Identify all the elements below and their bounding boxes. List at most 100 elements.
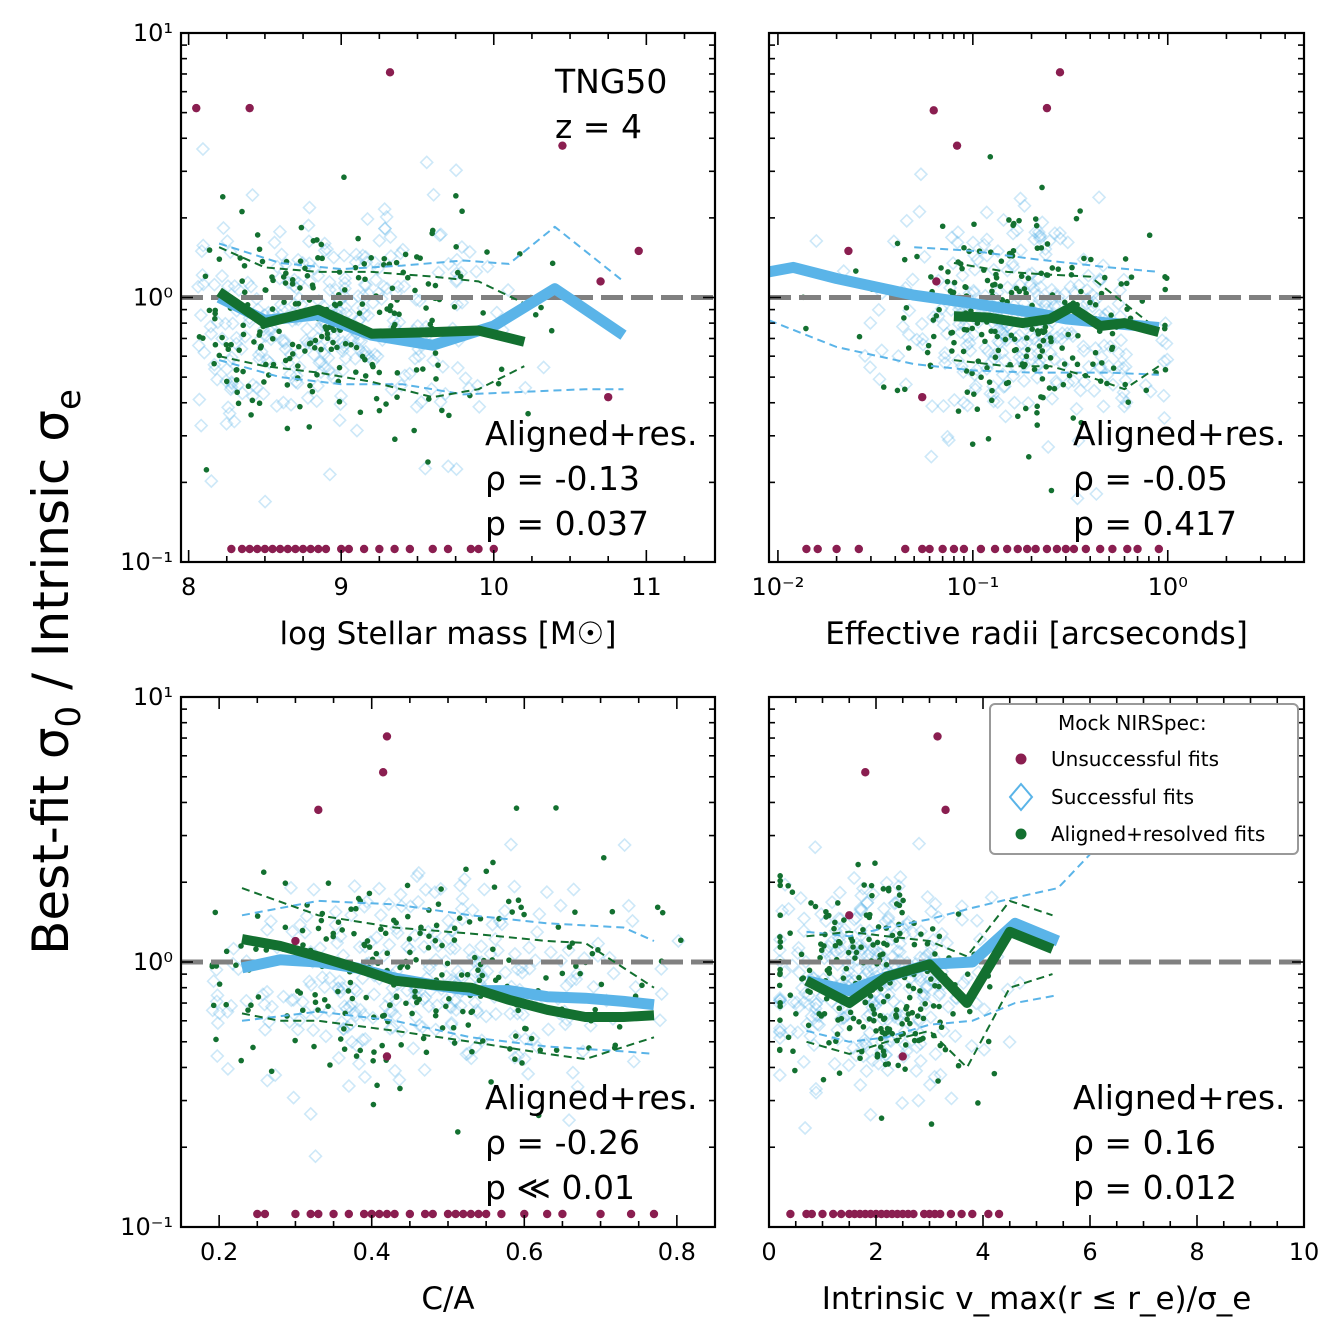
aligned-fit-point [292,1037,298,1044]
successful-fit-point [301,218,316,233]
successful-fit-point [464,1051,479,1066]
successful-fit-point [1096,258,1111,273]
successful-fit-point [394,1023,409,1038]
successful-fit-point [979,205,994,220]
aligned-fit-point [311,345,318,351]
aligned-fit-point [1008,332,1015,339]
successful-fit-point [315,970,330,985]
y-tick-label: 10⁰ [133,948,173,976]
aligned-fit-point [433,1008,439,1014]
plot-area [181,732,715,1219]
aligned-fit-point [866,936,872,943]
aligned-fit-point [1005,379,1012,386]
aligned-fit-point [439,942,445,949]
aligned-fit-point [381,255,388,262]
successful-fit-point [249,380,264,395]
aligned-fit-point [776,1046,783,1053]
aligned-fit-point [256,332,263,338]
successful-fit-point [223,382,238,397]
aligned-fit-point [1055,266,1062,272]
successful-fit-point [854,888,869,903]
aligned-fit-point [304,273,311,279]
successful-fit-point [510,962,525,977]
successful-fit-point [1052,225,1067,241]
aligned-fit-point [397,1085,403,1092]
successful-fit-point [433,881,448,897]
unsuccessful-fit-point [405,1209,415,1219]
successful-fit-point [192,392,207,407]
aligned-fit-point [911,1037,918,1044]
aligned-fit-point [212,307,219,314]
aligned-fit-point [362,373,369,379]
successful-fit-point [203,319,218,334]
successful-fit-point [220,1061,236,1076]
successful-fit-point [514,960,529,975]
aligned-fit-point [882,1061,889,1068]
successful-fit-point [1096,399,1111,414]
successful-fit-point [384,1004,400,1019]
unsuccessful-fit-point [283,544,292,554]
aligned-fit-point [439,407,445,414]
aligned-fit-point [330,339,336,346]
aligned-fit-point [1074,361,1081,368]
successful-fit-point [913,970,928,985]
successful-fit-point [871,302,886,317]
aligned-fit-point [896,892,903,898]
legend-marker-successful [1008,782,1034,812]
successful-fit-point [981,344,996,359]
plot-area [769,732,1304,1219]
successful-fit-point [1076,339,1091,354]
successful-fit-point [210,372,225,387]
successful-fit-point [224,380,239,395]
aligned-fit-point [196,334,203,340]
successful-fit-point [344,908,359,923]
unsuccessful-fit-point [497,1209,506,1219]
successful-fit-point [976,1042,992,1057]
aligned-fit-point [1016,217,1022,224]
successful-fit-point [865,962,881,977]
x-tick-label: 0.2 [200,1238,238,1266]
aligned-fit-point [451,937,458,943]
successful-fit-point [881,910,896,925]
successful-fit-point [1049,330,1065,345]
aligned-fit-point [335,919,342,925]
unsuccessful-fit-point [314,805,323,815]
successful-fit-point [399,983,415,998]
aligned-fit-point [451,303,458,310]
successful-fit-point [984,890,999,905]
unsuccessful-fit-point [829,1209,838,1219]
successful-fit-point [1024,266,1040,281]
successful-fit-point [901,327,917,342]
unsuccessful-fit-point [1042,103,1052,113]
aligned-fit-point [1025,275,1032,282]
aligned-fit-point [455,1129,461,1135]
successful-fit-point [914,316,930,332]
aligned-fit-point [453,244,459,250]
successful-fit-point [874,1043,889,1058]
aligned-fit-point [986,984,993,990]
successful-fit-point [300,390,316,405]
plot-area [181,68,715,554]
successful-fit-point [1033,279,1048,295]
successful-fit-point [887,896,902,911]
aligned-fit-point [515,1007,521,1014]
aligned-fit-point [1125,399,1132,405]
successful-fit-point [347,981,362,996]
aligned-fit-point [920,1015,927,1022]
aligned-fit-point [341,287,348,293]
successful-fit-point [932,986,948,1001]
successful-fit-point [317,979,332,995]
successful-fit-point [310,378,325,393]
successful-fit-point [321,350,336,365]
successful-fit-point [411,894,426,910]
aligned-fit-point [823,908,829,915]
successful-fit-point [466,954,482,969]
aligned-fit-point [262,287,269,293]
successful-fit-point [212,1006,227,1021]
successful-fit-point [808,996,824,1012]
successful-fit-point [342,999,357,1015]
aligned-fit-point [289,341,296,348]
successful-fit-point [789,995,804,1010]
aligned-fit-point [964,389,971,395]
unsuccessful-fit-point [932,277,941,286]
